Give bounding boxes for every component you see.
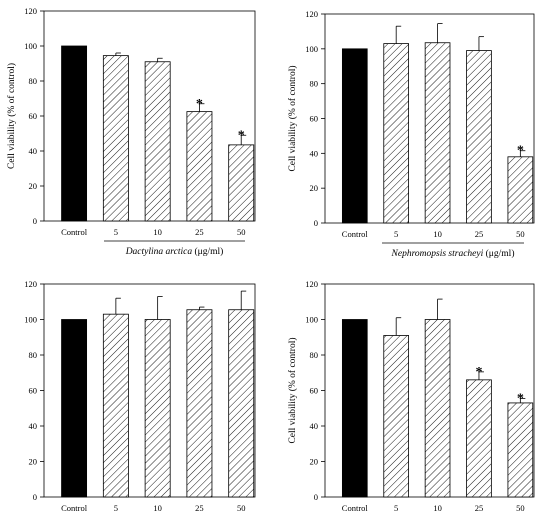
y-tick-label: 80 bbox=[29, 350, 38, 360]
x-tick-label: 25 bbox=[475, 229, 484, 239]
bar-50 bbox=[228, 309, 255, 498]
y-axis-title: Cell viability (% of control) bbox=[6, 63, 17, 169]
y-tick-label: 0 bbox=[314, 218, 318, 228]
y-tick-label: 80 bbox=[310, 79, 319, 89]
y-tick-label: 100 bbox=[305, 44, 318, 54]
y-tick-label: 20 bbox=[310, 457, 319, 467]
x-tick-label: 10 bbox=[153, 227, 162, 237]
y-tick-label: 60 bbox=[29, 386, 38, 396]
x-tick-label: Control bbox=[61, 227, 88, 237]
x-tick-label: 50 bbox=[516, 229, 525, 239]
y-tick-label: 60 bbox=[310, 386, 319, 396]
y-tick-label: 0 bbox=[314, 492, 318, 502]
x-tick-label: Control bbox=[342, 229, 369, 239]
x-tick-label: 5 bbox=[114, 503, 118, 513]
y-tick-label: 40 bbox=[29, 146, 38, 156]
bar-50 bbox=[507, 402, 534, 498]
y-axis-title: Cell viability (% of control) bbox=[287, 65, 298, 171]
x-tick-label: 5 bbox=[114, 227, 118, 237]
bar-25 bbox=[466, 50, 492, 224]
bar-control bbox=[61, 45, 88, 222]
y-tick-label: 20 bbox=[310, 183, 319, 193]
x-tick-label: 5 bbox=[394, 503, 398, 513]
x-tick-label: Control bbox=[342, 503, 369, 513]
bar-control bbox=[341, 319, 368, 498]
chart-panel-4: 0 20 40 60 80 100 120 Cell viability (% of cont… bbox=[287, 279, 535, 513]
bar-25 bbox=[466, 379, 492, 498]
bar-5 bbox=[383, 43, 409, 224]
chart-panel-2: 0 20 40 60 80 100 120 Cell viability (% of cont… bbox=[287, 9, 535, 259]
x-tick-label: 25 bbox=[195, 227, 204, 237]
bar-5 bbox=[102, 55, 129, 222]
bar-5 bbox=[383, 335, 409, 498]
x-tick-label: Control bbox=[61, 503, 88, 513]
significance-star: * bbox=[475, 365, 482, 380]
y-tick-label: 100 bbox=[305, 315, 318, 325]
bar-10 bbox=[144, 61, 171, 222]
bar-10 bbox=[424, 319, 451, 498]
y-tick-label: 100 bbox=[24, 315, 37, 325]
significance-star: * bbox=[517, 391, 524, 406]
y-tick-label: 80 bbox=[29, 76, 38, 86]
x-axis-title: Nephromopsis stracheyi (μg/ml) bbox=[391, 248, 515, 259]
x-axis-unit: (μg/ml) bbox=[483, 248, 514, 259]
y-tick-label: 120 bbox=[24, 6, 37, 16]
y-tick-label: 0 bbox=[33, 216, 37, 226]
y-axis-title: Cell viability (% of control) bbox=[287, 337, 298, 443]
x-tick-label: 10 bbox=[153, 503, 162, 513]
y-tick-label: 120 bbox=[305, 9, 318, 19]
y-tick-label: 0 bbox=[33, 492, 37, 502]
y-tick-label: 120 bbox=[305, 279, 318, 289]
x-tick-label: 50 bbox=[516, 503, 525, 513]
chart-panel-1: 0 20 40 60 80 100 120 Cell viability (% of cont… bbox=[6, 6, 256, 257]
x-tick-label: 10 bbox=[433, 503, 442, 513]
significance-star: * bbox=[517, 144, 524, 159]
y-tick-label: 100 bbox=[24, 41, 37, 51]
significance-star: * bbox=[196, 97, 203, 112]
bar-50 bbox=[228, 144, 255, 222]
y-tick-label: 40 bbox=[310, 148, 319, 158]
bar-control bbox=[341, 48, 368, 224]
bar-control bbox=[61, 319, 88, 498]
chart-panel-3: 020406080100120Control5102550Tuckermanno… bbox=[24, 279, 256, 513]
x-tick-label: 50 bbox=[237, 227, 246, 237]
bar-10 bbox=[424, 42, 451, 224]
x-axis-species: Nephromopsis stracheyi bbox=[391, 249, 484, 259]
y-tick-label: 80 bbox=[310, 350, 319, 360]
x-tick-label: 25 bbox=[475, 503, 484, 513]
y-tick-label: 20 bbox=[29, 181, 38, 191]
significance-star: * bbox=[238, 128, 245, 143]
x-tick-label: 10 bbox=[433, 229, 442, 239]
bar-25 bbox=[186, 111, 213, 222]
bar-5 bbox=[102, 313, 129, 498]
y-tick-label: 120 bbox=[24, 279, 37, 289]
y-tick-label: 40 bbox=[29, 421, 38, 431]
x-axis-unit: (μg/ml) bbox=[192, 246, 223, 257]
y-tick-label: 20 bbox=[29, 457, 38, 467]
x-axis-title: Dactylina arctica (μg/ml) bbox=[125, 246, 224, 257]
x-tick-label: 25 bbox=[195, 503, 204, 513]
x-axis-species: Dactylina arctica bbox=[125, 247, 193, 257]
bar-25 bbox=[186, 309, 213, 498]
bar-50 bbox=[507, 156, 534, 224]
y-tick-label: 60 bbox=[29, 111, 38, 121]
x-tick-label: 5 bbox=[394, 229, 398, 239]
y-tick-label: 40 bbox=[310, 421, 319, 431]
bar-10 bbox=[144, 319, 171, 498]
y-tick-label: 60 bbox=[310, 114, 319, 124]
x-tick-label: 50 bbox=[237, 503, 246, 513]
